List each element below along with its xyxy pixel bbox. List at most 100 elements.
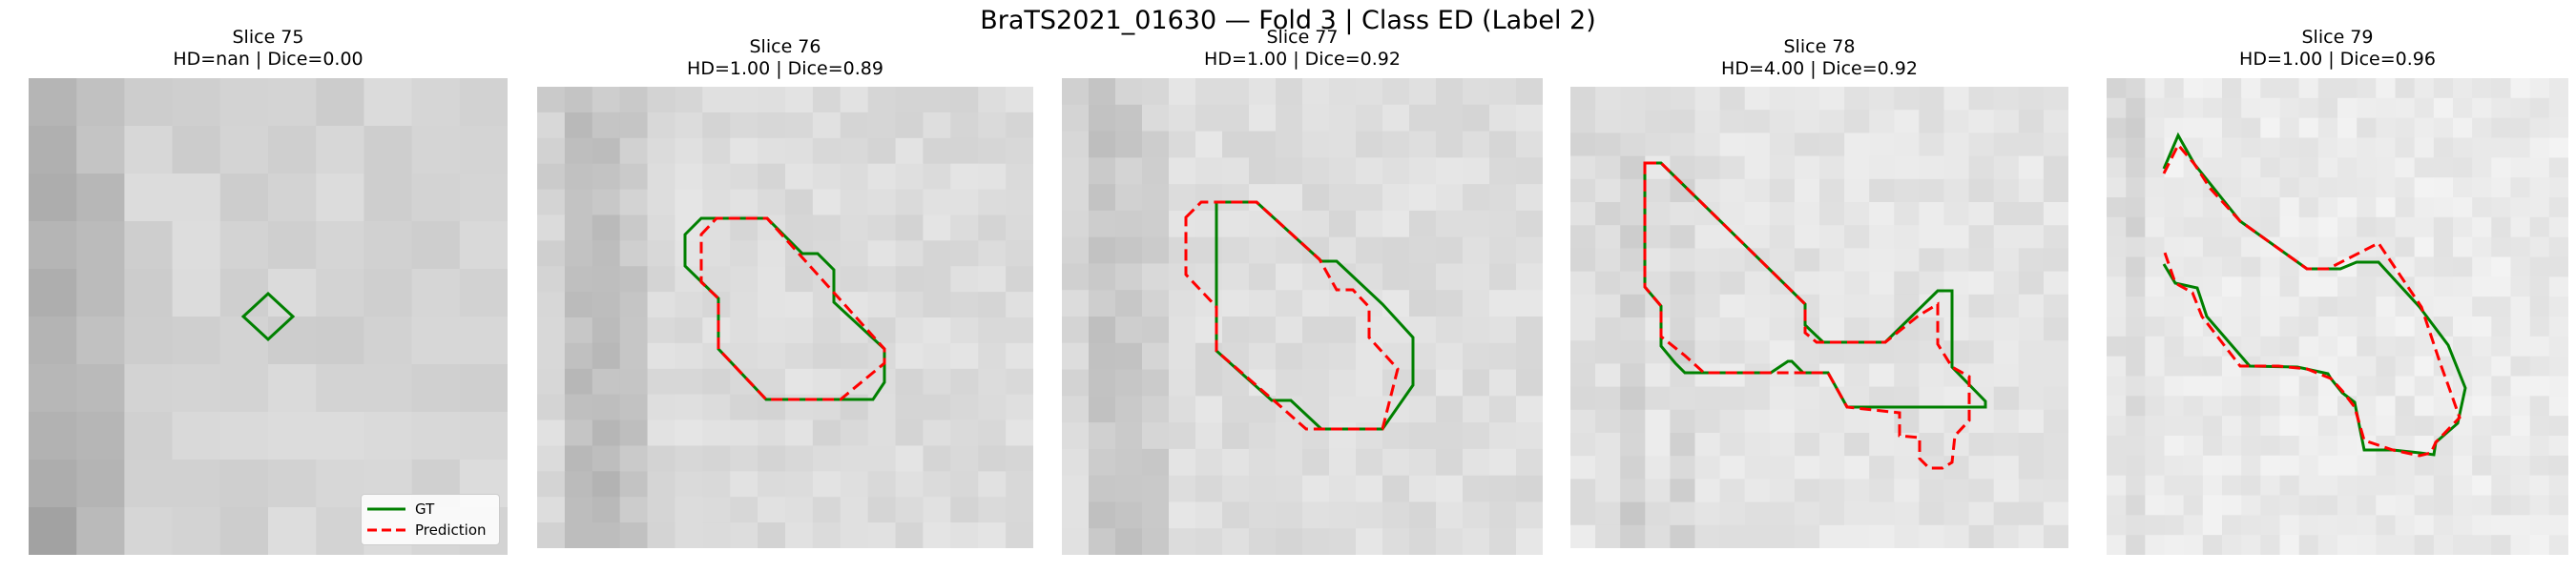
mri-pixel [1436, 475, 1464, 503]
mri-pixel [1436, 528, 1464, 555]
mri-pixel [2298, 376, 2319, 397]
mri-pixel [1115, 422, 1143, 450]
mri-pixel [2317, 436, 2338, 457]
mri-pixel [1382, 236, 1410, 265]
mri-pixel [2145, 396, 2166, 417]
mri-pixel [867, 497, 897, 523]
mri-pixel [1356, 422, 1383, 450]
mri-pixel [2183, 197, 2204, 218]
mri-pixel [895, 394, 924, 421]
mri-pixel [268, 269, 317, 317]
mri-pixel [1115, 501, 1143, 529]
mri-pixel [1620, 155, 1646, 180]
mri-pixel [1276, 448, 1303, 477]
mri-pixel [840, 368, 869, 396]
mri-pixel [1794, 248, 1820, 273]
mri-pixel [840, 112, 869, 139]
mri-pixel [2414, 256, 2435, 277]
mri-pixel [2126, 436, 2146, 457]
mri-pixel [2222, 236, 2242, 258]
mri-pixel [29, 507, 77, 555]
mri-pixel [2395, 157, 2416, 178]
mri-pixel [2145, 495, 2166, 516]
mri-pixel [2298, 535, 2319, 555]
mri-pixel [1276, 104, 1303, 133]
mri-pixel [1222, 317, 1250, 344]
mri-pixel [2260, 296, 2281, 317]
mri-pixel [1089, 157, 1116, 185]
mri-pixel [2298, 416, 2319, 437]
mri-pixel [564, 342, 593, 370]
mri-pixel [2414, 495, 2435, 516]
mri-pixel [2279, 117, 2300, 139]
mri-pixel [1489, 210, 1517, 238]
mri-pixel [1249, 290, 1277, 317]
mri-pixel [2317, 535, 2338, 555]
mri-pixel [1993, 225, 2020, 249]
mri-pixel [1570, 501, 1596, 526]
mri-pixel [647, 342, 676, 370]
mri-pixel [1356, 78, 1383, 106]
panel-metrics-3: HD=1.00 | Dice=0.92 [1204, 49, 1401, 70]
mri-pixel [2395, 256, 2416, 277]
mri-pixel [537, 419, 566, 447]
mri-pixel [124, 507, 174, 555]
mri-pixel [2126, 117, 2146, 139]
mri-pixel [1169, 396, 1196, 423]
mri-pixel [867, 522, 897, 548]
mri-pixel [675, 189, 703, 216]
mri-pixel [1382, 104, 1410, 133]
mri-pixel [1115, 528, 1143, 555]
mri-pixel [1595, 133, 1621, 157]
mri-pixel [2376, 317, 2397, 337]
mri-pixel [2126, 495, 2146, 516]
mri-pixel [76, 364, 125, 413]
mri-pixel [2472, 78, 2492, 99]
mri-pixel [1595, 202, 1621, 226]
mri-pixel [758, 445, 786, 472]
mri-pixel [592, 317, 621, 344]
mri-pixel [2043, 317, 2068, 341]
mri-pixel [2376, 356, 2397, 378]
mri-pixel [76, 221, 125, 270]
mri-pixel [1694, 340, 1721, 364]
mri-pixel [2376, 535, 2397, 555]
mri-pixel [675, 240, 703, 267]
mri-pixel [219, 460, 269, 508]
mri-pixel [2164, 416, 2185, 437]
mri-pixel [923, 137, 951, 165]
mri-pixel [619, 497, 649, 523]
mri-pixel [923, 112, 951, 139]
mri-slice-panel-3 [1062, 78, 1543, 555]
mri-pixel [1169, 236, 1196, 265]
mri-pixel [2043, 178, 2068, 203]
mri-pixel [2107, 296, 2127, 317]
mri-pixel [1719, 133, 1746, 157]
mri-pixel [2126, 276, 2146, 297]
mri-pixel [2222, 396, 2242, 417]
mri-pixel [2376, 97, 2397, 119]
mri-pixel [1489, 501, 1517, 529]
mri-pixel [1062, 422, 1090, 450]
mri-pixel [2491, 475, 2512, 497]
mri-pixel [840, 266, 869, 293]
mri-pixel [1570, 110, 1596, 133]
mri-pixel [812, 189, 841, 216]
mri-pixel [1794, 202, 1820, 226]
mri-pixel [1062, 236, 1090, 265]
mri-pixel [978, 112, 1007, 139]
mri-pixel [2414, 535, 2435, 555]
mri-pixel [2453, 157, 2473, 178]
mri-pixel [2414, 197, 2435, 218]
mri-pixel [537, 87, 566, 113]
mri-pixel [2395, 416, 2416, 437]
mri-pixel [2183, 515, 2204, 536]
mri-pixel [124, 174, 174, 222]
mri-pixel [1276, 263, 1303, 291]
mri-pixel [2126, 197, 2146, 218]
mri-pixel [1620, 433, 1646, 457]
mri-pixel [537, 497, 566, 523]
mri-pixel [1570, 386, 1596, 411]
mri-pixel [1694, 202, 1721, 226]
mri-pixel [2357, 376, 2377, 397]
